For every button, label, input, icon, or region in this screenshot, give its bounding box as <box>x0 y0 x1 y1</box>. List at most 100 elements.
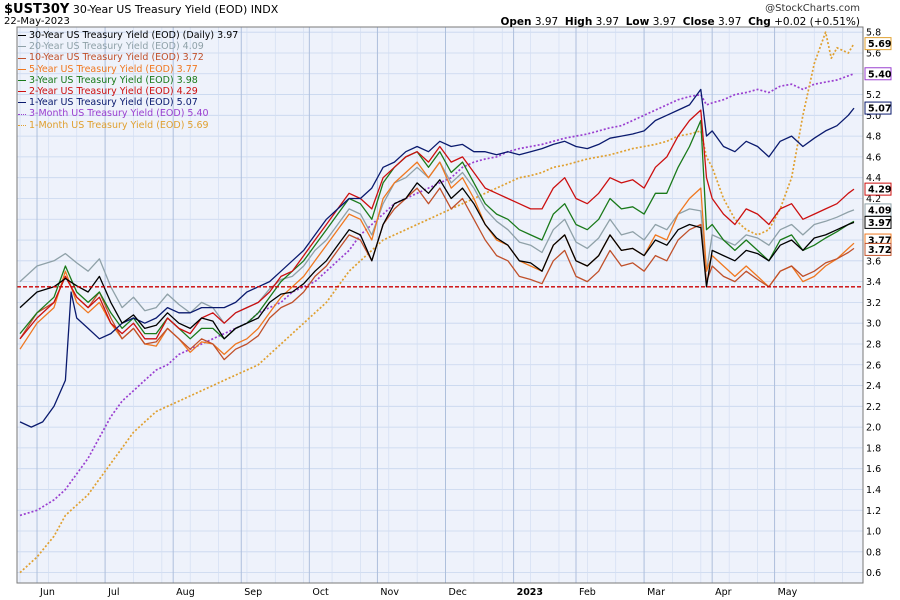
legend-label: 30-Year US Treasury Yield (EOD) (Daily) … <box>29 30 239 41</box>
x-tick-label: 2023 <box>517 587 543 598</box>
legend-swatch <box>18 113 26 115</box>
x-tick-label: Dec <box>449 587 467 598</box>
last-value-text: 5.40 <box>868 69 892 80</box>
last-value-text: 5.69 <box>868 39 891 50</box>
legend-item: 1-Month US Treasury Yield (EOD) 5.69 <box>18 120 238 131</box>
legend-label: 2-Year US Treasury Yield (EOD) 4.29 <box>29 86 198 98</box>
x-tick-label: Oct <box>312 587 329 598</box>
y-tick-label: 5.8 <box>866 28 881 39</box>
y-tick-label: 3.4 <box>866 277 881 288</box>
y-tick-label: 0.6 <box>866 568 881 579</box>
legend-label: 1-Month US Treasury Yield (EOD) 5.69 <box>29 119 209 131</box>
close-value: 3.97 <box>718 16 742 28</box>
open-value: 3.97 <box>534 16 559 28</box>
last-value-text: 3.97 <box>868 218 891 229</box>
low-value: 3.97 <box>652 16 677 28</box>
x-tick-label: Nov <box>380 587 399 598</box>
legend-item: 10-Year US Treasury Yield (EOD) 3.72 <box>18 52 238 63</box>
legend-swatch <box>18 68 26 70</box>
y-tick-label: 2.8 <box>866 339 881 350</box>
x-tick-label: Aug <box>176 587 195 598</box>
chg-label: Chg <box>748 16 771 28</box>
y-tick-label: 5.0 <box>866 111 881 122</box>
legend-label: 3-Month US Treasury Yield (EOD) 5.40 <box>29 108 209 120</box>
legend: 30-Year US Treasury Yield (EOD) (Daily) … <box>18 30 238 131</box>
legend-item: 3-Year US Treasury Yield (EOD) 3.98 <box>18 75 238 86</box>
x-tick-label: Sep <box>244 587 262 598</box>
x-tick-label: Apr <box>715 587 732 598</box>
y-tick-label: 2.0 <box>866 423 881 434</box>
y-tick-label: 0.8 <box>866 547 881 558</box>
legend-label: 20-Year US Treasury Yield (EOD) 4.09 <box>29 41 204 53</box>
series-line <box>19 88 855 428</box>
last-value-tag <box>864 37 892 51</box>
y-tick-label: 2.6 <box>866 360 881 371</box>
x-tick-label: Mar <box>647 587 665 598</box>
last-value-text: 3.72 <box>868 245 891 256</box>
close-label: Close <box>682 16 715 28</box>
legend-item: 2-Year US Treasury Yield (EOD) 4.29 <box>18 86 238 97</box>
last-value-text: 3.77 <box>868 236 891 247</box>
chart-title: $UST30Y 30-Year US Treasury Yield (EOD) … <box>4 2 278 17</box>
last-value-text: 4.09 <box>868 205 891 216</box>
x-tick-label: May <box>778 587 798 598</box>
legend-swatch <box>18 102 26 104</box>
legend-label: 3-Year US Treasury Yield (EOD) 3.98 <box>29 74 198 86</box>
plot-border <box>16 26 864 584</box>
last-value-tag <box>864 101 892 115</box>
legend-item: 20-Year US Treasury Yield (EOD) 4.09 <box>18 41 238 52</box>
last-value-text: 5.07 <box>868 104 891 115</box>
legend-swatch <box>18 57 26 59</box>
watermark: @StockCharts.com <box>765 3 860 14</box>
series-line <box>19 187 855 361</box>
series-lines <box>19 31 855 574</box>
y-tick-label: 3.0 <box>866 319 881 330</box>
high-label: High <box>564 16 593 28</box>
symbol: $UST30Y <box>4 2 70 17</box>
y-tick-label: 2.2 <box>866 402 881 413</box>
exchange: INDX <box>250 3 279 16</box>
open-label: Open <box>500 16 532 28</box>
y-tick-label: 4.4 <box>866 173 881 184</box>
ohlc-readout: Open 3.97 High 3.97 Low 3.97 Close 3.97 … <box>500 16 860 28</box>
y-tick-label: 1.8 <box>866 443 881 454</box>
instrument-name: 30-Year US Treasury Yield (EOD) <box>72 3 248 16</box>
last-value-tag <box>864 182 892 196</box>
y-tick-label: 1.0 <box>866 527 881 538</box>
high-value: 3.97 <box>595 16 620 28</box>
x-tick-label: Jul <box>107 587 119 598</box>
low-label: Low <box>625 16 650 28</box>
y-tick-label: 3.6 <box>866 256 881 267</box>
y-tick-label: 5.2 <box>866 90 881 101</box>
legend-label: 5-Year US Treasury Yield (EOD) 3.77 <box>29 63 198 75</box>
series-line <box>19 109 855 340</box>
series-line <box>19 161 855 324</box>
y-tick-label: 4.2 <box>866 194 881 205</box>
y-tick-label: 1.4 <box>866 485 881 496</box>
last-value-tag <box>864 242 892 256</box>
x-axis: Jun Jul Aug Sep Oct Nov Dec 2023 Feb Mar Apr May <box>39 587 798 598</box>
y-tick-label: 1.2 <box>866 506 881 517</box>
last-value-tag <box>864 215 892 229</box>
y-tick-label: 4.8 <box>866 132 881 143</box>
legend-swatch <box>18 35 26 37</box>
x-tick-label: Feb <box>579 587 596 598</box>
y-tick-label: 4.6 <box>866 152 881 163</box>
last-value-text: 4.29 <box>868 185 891 196</box>
grid-lines <box>17 27 863 583</box>
x-tick-label: Jun <box>39 587 55 598</box>
legend-item: 1-Year US Treasury Yield (EOD) 5.07 <box>18 97 238 108</box>
y-tick-label: 1.6 <box>866 464 881 475</box>
y-tick-label: 3.2 <box>866 298 881 309</box>
chart-date: 22-May-2023 <box>4 16 70 27</box>
legend-item: 3-Month US Treasury Yield (EOD) 5.40 <box>18 108 238 119</box>
y-tick-label: 2.4 <box>866 381 881 392</box>
last-value-labels: 5.69 5.40 5.07 4.29 4.09 3.97 3.773.72 <box>864 37 892 256</box>
series-line <box>19 179 855 340</box>
last-value-tag <box>864 67 892 81</box>
chg-value: +0.02 (+0.51%) <box>774 16 860 28</box>
legend-item: 30-Year US Treasury Yield (EOD) (Daily) … <box>18 30 238 41</box>
y-tick-label: 5.6 <box>866 48 881 59</box>
legend-swatch <box>18 124 26 126</box>
